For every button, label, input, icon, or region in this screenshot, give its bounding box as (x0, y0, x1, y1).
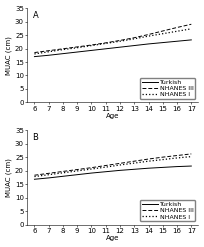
NHANES I (119, 164, 121, 166)
NHANES I (48, 50, 50, 53)
Line: NHANES I: NHANES I (34, 29, 191, 54)
NHANES I (176, 156, 178, 159)
Turkish (147, 167, 150, 170)
NHANES I (162, 32, 164, 35)
NHANES III (147, 33, 150, 36)
NHANES I (90, 44, 93, 47)
NHANES III (76, 168, 79, 171)
NHANES III (33, 174, 36, 177)
X-axis label: Age: Age (106, 113, 120, 119)
Text: A: A (32, 11, 38, 20)
Turkish (62, 175, 64, 178)
NHANES III (190, 23, 193, 26)
Y-axis label: MUAC (cm): MUAC (cm) (6, 36, 12, 75)
X-axis label: Age: Age (106, 235, 120, 242)
Turkish (62, 52, 64, 55)
NHANES III (119, 162, 121, 165)
Turkish (90, 49, 93, 52)
Y-axis label: MUAC (cm): MUAC (cm) (6, 158, 12, 197)
NHANES III (76, 45, 79, 48)
NHANES III (162, 29, 164, 32)
Turkish (48, 54, 50, 57)
NHANES III (176, 154, 178, 157)
NHANES I (104, 42, 107, 45)
NHANES I (90, 167, 93, 170)
Line: Turkish: Turkish (34, 40, 191, 57)
NHANES III (133, 36, 135, 39)
NHANES III (119, 39, 121, 42)
NHANES I (190, 27, 193, 30)
NHANES III (162, 156, 164, 159)
Turkish (133, 168, 135, 171)
NHANES III (104, 164, 107, 167)
Turkish (33, 55, 36, 58)
Turkish (48, 176, 50, 179)
NHANES I (76, 169, 79, 172)
Turkish (162, 166, 164, 169)
NHANES I (133, 162, 135, 165)
NHANES I (62, 171, 64, 174)
NHANES I (76, 46, 79, 49)
NHANES III (62, 47, 64, 50)
NHANES I (176, 30, 178, 33)
Turkish (33, 178, 36, 181)
Turkish (133, 44, 135, 47)
Turkish (147, 42, 150, 45)
NHANES III (33, 51, 36, 54)
Turkish (90, 172, 93, 175)
NHANES I (104, 166, 107, 169)
NHANES III (190, 152, 193, 155)
Turkish (176, 165, 178, 168)
Turkish (190, 165, 193, 167)
Turkish (119, 46, 121, 49)
Line: Turkish: Turkish (34, 166, 191, 179)
Turkish (176, 40, 178, 43)
NHANES III (90, 166, 93, 169)
NHANES III (48, 49, 50, 52)
Legend: Turkish, NHANES III, NHANES I: Turkish, NHANES III, NHANES I (140, 78, 195, 99)
NHANES III (62, 170, 64, 173)
NHANES I (190, 155, 193, 158)
NHANES I (147, 35, 150, 38)
Turkish (190, 38, 193, 41)
NHANES I (62, 48, 64, 51)
NHANES III (90, 43, 93, 46)
Line: NHANES III: NHANES III (34, 24, 191, 53)
Turkish (104, 47, 107, 50)
Turkish (104, 170, 107, 173)
NHANES I (133, 37, 135, 40)
Legend: Turkish, NHANES III, NHANES I: Turkish, NHANES III, NHANES I (140, 200, 195, 222)
NHANES III (133, 160, 135, 163)
Text: B: B (32, 133, 38, 142)
NHANES I (33, 52, 36, 55)
NHANES III (104, 41, 107, 44)
NHANES I (147, 160, 150, 163)
NHANES I (33, 175, 36, 178)
Turkish (76, 173, 79, 176)
NHANES III (176, 26, 178, 29)
NHANES III (147, 158, 150, 161)
Line: NHANES III: NHANES III (34, 154, 191, 175)
NHANES I (162, 158, 164, 161)
Turkish (119, 169, 121, 172)
Turkish (162, 41, 164, 44)
Turkish (76, 51, 79, 54)
Line: NHANES I: NHANES I (34, 157, 191, 177)
NHANES I (119, 40, 121, 43)
NHANES III (48, 172, 50, 175)
NHANES I (48, 173, 50, 176)
